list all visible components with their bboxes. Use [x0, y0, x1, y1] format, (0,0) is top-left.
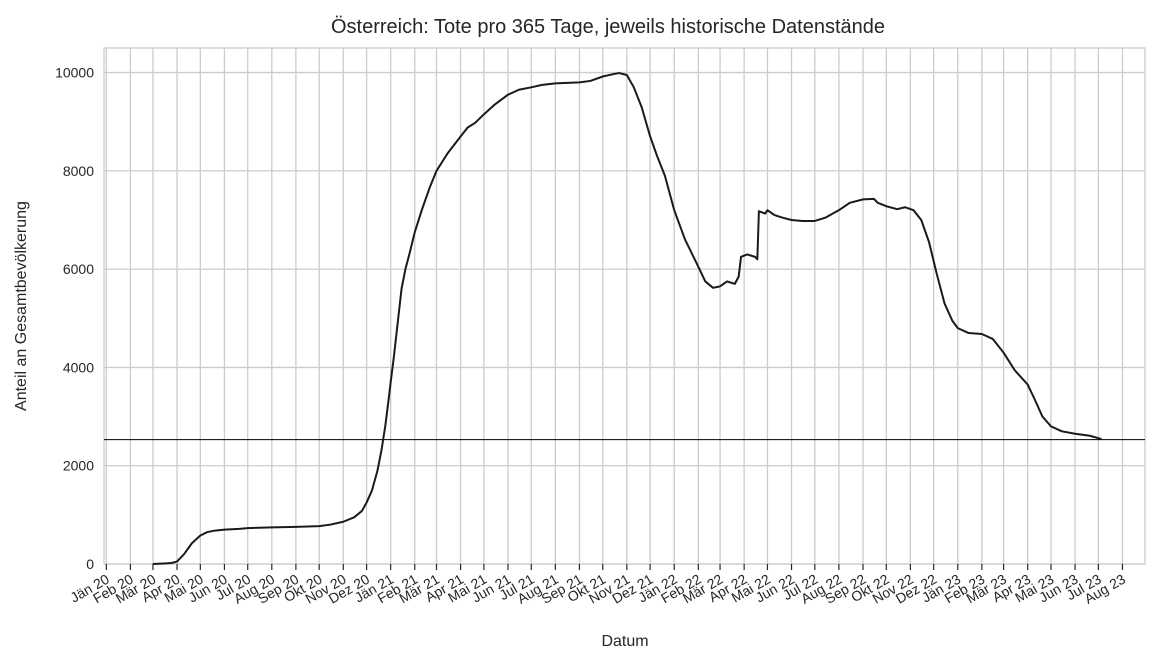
- y-tick-label: 0: [86, 556, 94, 572]
- y-tick-label: 8000: [63, 163, 94, 179]
- series-layer: [152, 72, 1102, 565]
- y-tick-label: 10000: [55, 65, 94, 81]
- plot-area-frame: [103, 47, 1146, 565]
- y-tick-label: 2000: [63, 458, 94, 474]
- chart-title: Österreich: Tote pro 365 Tage, jeweils h…: [331, 16, 885, 38]
- y-axis-label: Anteil an Gesamtbevölkerung: [13, 201, 30, 411]
- x-axis-label: Datum: [601, 633, 648, 650]
- y-tick-label: 6000: [63, 261, 94, 277]
- series-line: [152, 72, 1102, 565]
- y-tick-label: 4000: [63, 359, 94, 375]
- y-axis-ticks: 0 2000 4000 6000 8000 10000: [55, 65, 94, 572]
- grid: [104, 48, 1145, 565]
